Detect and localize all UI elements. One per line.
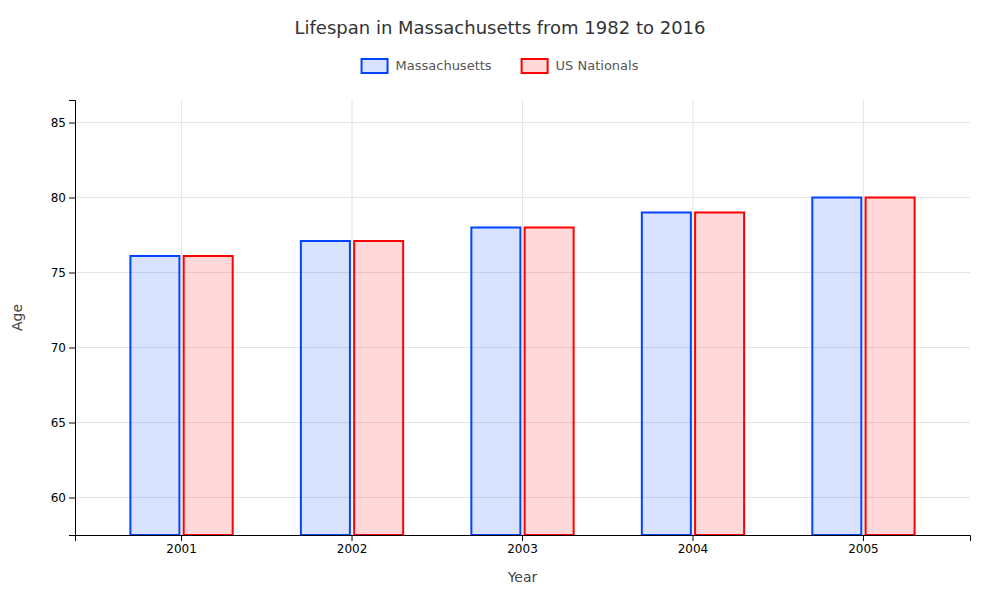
legend-swatch (362, 59, 388, 73)
y-axis-title: Age (9, 304, 25, 331)
x-tick-label: 2002 (337, 542, 368, 556)
x-tick-mark (352, 535, 353, 541)
x-tick-label: 2005 (848, 542, 879, 556)
y-axis: 60 65 70 75 80 85 (51, 101, 76, 536)
y-tick-label: 85 (51, 116, 66, 130)
bar (866, 198, 915, 536)
y-tick: 85 (51, 116, 75, 130)
x-tick: 2004 (678, 535, 709, 556)
x-axis: 2001 2002 2003 2004 2005 (76, 535, 971, 556)
x-grid-line (352, 100, 353, 535)
bar (642, 213, 691, 536)
bar (184, 256, 233, 535)
bar (301, 241, 350, 535)
x-tick-mark (181, 535, 182, 541)
y-tick-mark (69, 348, 75, 349)
bar (695, 213, 744, 536)
x-tick-label: 2004 (678, 542, 709, 556)
chart: 2001 2002 2003 2004 2005 60 65 70 75 80 85 Year Age L… (0, 0, 1000, 600)
x-tick-label: 2003 (507, 542, 538, 556)
bar (812, 198, 861, 536)
bar-series (184, 198, 915, 536)
x-grid-line (522, 100, 523, 535)
legend-label: US Nationals (556, 58, 639, 73)
y-tick-mark (69, 273, 75, 274)
bar-series (130, 198, 861, 536)
y-tick-mark (69, 198, 75, 199)
y-tick: 60 (51, 491, 75, 505)
y-tick: 65 (51, 416, 75, 430)
y-tick-mark (69, 123, 75, 124)
bar (525, 228, 574, 536)
legend-label: Massachusetts (396, 58, 492, 73)
bar (471, 228, 520, 536)
y-tick-mark (69, 498, 75, 499)
y-axis-line (69, 101, 76, 536)
bar (354, 241, 403, 535)
x-axis-title: Year (507, 569, 538, 585)
y-tick-mark (69, 423, 75, 424)
x-axis-line (76, 536, 971, 542)
y-tick-label: 60 (51, 491, 66, 505)
x-tick-mark (863, 535, 864, 541)
legend-swatch (522, 59, 548, 73)
x-grid-line (181, 100, 182, 535)
y-tick-label: 65 (51, 416, 66, 430)
x-grid-line (692, 100, 693, 535)
y-tick-label: 70 (51, 341, 66, 355)
title: Lifespan in Massachusetts from 1982 to 2… (294, 17, 705, 38)
x-tick: 2001 (166, 535, 197, 556)
grid (75, 100, 970, 535)
y-tick-label: 75 (51, 266, 66, 280)
x-tick-mark (692, 535, 693, 541)
x-tick: 2002 (337, 535, 368, 556)
plot: 2001 2002 2003 2004 2005 60 65 70 75 80 85 (51, 100, 971, 556)
bar (130, 256, 179, 535)
legend-item: US Nationals (522, 58, 639, 73)
x-grid-line (863, 100, 864, 535)
y-tick-label: 80 (51, 191, 66, 205)
legend: Massachusetts US Nationals (362, 58, 639, 73)
y-tick: 70 (51, 341, 75, 355)
legend-item: Massachusetts (362, 58, 492, 73)
y-tick: 75 (51, 266, 75, 280)
x-tick: 2005 (848, 535, 879, 556)
x-tick: 2003 (507, 535, 538, 556)
x-tick-mark (522, 535, 523, 541)
bars (130, 198, 914, 536)
y-tick: 80 (51, 191, 75, 205)
x-tick-label: 2001 (166, 542, 197, 556)
